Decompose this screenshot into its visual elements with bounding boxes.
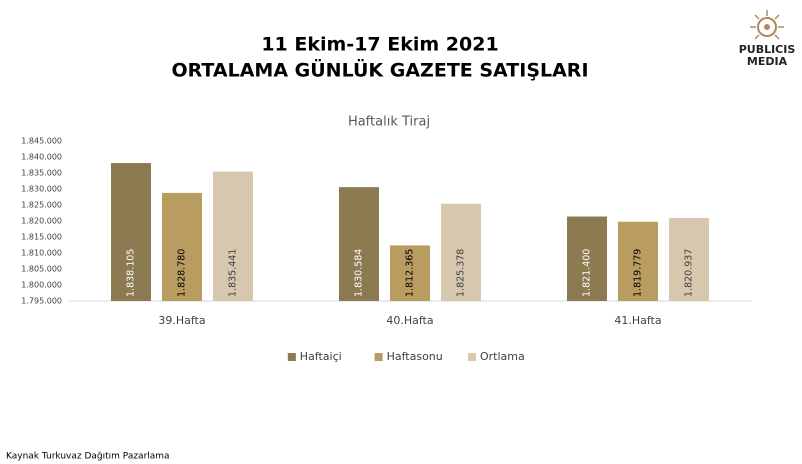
legend-swatch	[374, 353, 383, 361]
y-tick-label: 1.800.000	[21, 281, 62, 290]
x-tick-label: 40.Hafta	[386, 314, 433, 327]
logo-text: MEDIA	[747, 55, 788, 68]
legend-label: Ortlama	[480, 350, 525, 363]
bar	[162, 192, 202, 301]
data-label: 1.838.105	[126, 249, 137, 297]
data-label: 1.835.441	[228, 249, 239, 297]
data-label: 1.825.378	[456, 249, 467, 297]
legend-label: Haftasonu	[387, 350, 443, 363]
page-title: ORTALAMA GÜNLÜK GAZETE SATIŞLARI	[171, 58, 588, 82]
y-tick-label: 1.795.000	[21, 297, 62, 306]
data-label: 1.819.779	[633, 249, 644, 297]
logo-text: PUBLICIS	[739, 43, 796, 56]
data-label: 1.828.780	[177, 249, 188, 297]
y-tick-label: 1.835.000	[21, 169, 62, 178]
legend-swatch	[287, 353, 296, 361]
y-tick-label: 1.840.000	[21, 153, 62, 162]
data-label: 1.821.400	[582, 249, 593, 297]
y-tick-label: 1.820.000	[21, 217, 62, 226]
y-tick-label: 1.830.000	[21, 185, 62, 194]
data-label: 1.812.365	[405, 249, 416, 297]
y-tick-label: 1.845.000	[21, 137, 62, 146]
source-note: Kaynak Turkuvaz Dağıtım Pazarlama	[6, 452, 170, 462]
y-tick-label: 1.825.000	[21, 201, 62, 210]
bar	[390, 245, 430, 301]
legend-label: Haftaiçi	[300, 350, 342, 363]
bar	[111, 163, 151, 301]
bar	[441, 203, 481, 301]
chart-title: Haftalık Tiraj	[348, 115, 430, 130]
x-tick-label: 41.Hafta	[614, 314, 661, 327]
y-tick-label: 1.810.000	[21, 249, 62, 258]
x-tick-label: 39.Hafta	[158, 314, 205, 327]
bar	[213, 171, 253, 301]
y-tick-label: 1.805.000	[21, 265, 62, 274]
bar	[339, 187, 379, 301]
data-label: 1.820.937	[684, 249, 695, 297]
logo-icon	[750, 10, 784, 40]
page-title: 11 Ekim-17 Ekim 2021	[261, 34, 498, 56]
bar	[669, 218, 709, 301]
y-tick-label: 1.815.000	[21, 233, 62, 242]
data-label: 1.830.584	[354, 249, 365, 297]
bar	[618, 221, 658, 301]
legend-swatch	[468, 353, 476, 361]
bar	[567, 216, 607, 301]
